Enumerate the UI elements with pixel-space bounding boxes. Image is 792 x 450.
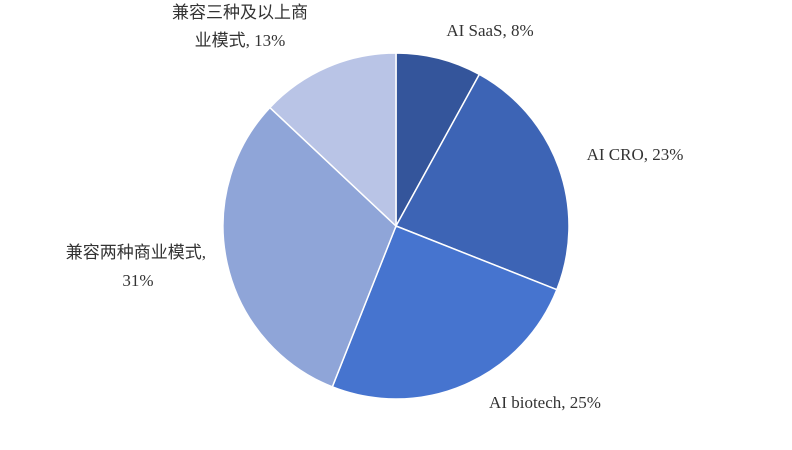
label-line: 兼容三种及以上商 <box>172 3 308 22</box>
data-label: AI SaaS, 8% <box>446 21 533 40</box>
label-line: AI CRO, 23% <box>587 145 684 164</box>
pie-slice <box>222 106 397 388</box>
pie-slice <box>331 225 558 400</box>
data-label: 兼容两种商业模式, 31% <box>66 243 211 290</box>
data-label: AI biotech, 25% <box>489 393 601 412</box>
label-line: 业模式, 13% <box>195 31 286 50</box>
data-label: 兼容三种及以上商业模式, 13% <box>172 3 308 50</box>
label-line: AI biotech, 25% <box>489 393 601 412</box>
label-line: AI SaaS, 8% <box>446 21 533 40</box>
data-label: AI CRO, 23% <box>587 145 684 164</box>
label-line: 兼容两种商业模式, <box>66 243 211 262</box>
label-line: 31% <box>122 271 153 290</box>
pie-slice <box>394 73 570 291</box>
pie-slice <box>268 52 397 228</box>
